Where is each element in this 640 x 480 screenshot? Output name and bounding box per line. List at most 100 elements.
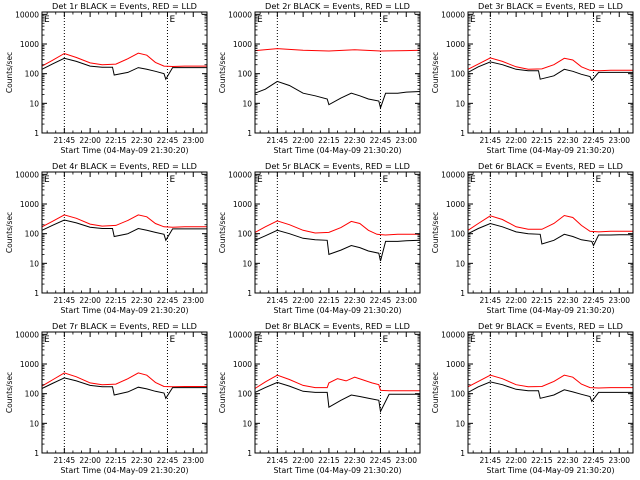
y-tick-label: 1000 (20, 40, 39, 49)
y-tick-label: 1 (34, 289, 39, 298)
y-tick-label: 1000 (20, 360, 39, 369)
x-tick-label: 22:45 (583, 296, 605, 305)
y-tick-label: 10000 (15, 10, 39, 19)
y-axis-label: Counts/sec (218, 372, 227, 413)
x-tick-label: 22:00 (79, 296, 101, 305)
panel-det-3r: Det 3r BLACK = Events, RED = LLD 1 10 100 10… (431, 1, 634, 155)
panel-det-7r: Det 7r BLACK = Events, RED = LLD 1 10 100 10… (5, 321, 208, 475)
series-black (41, 219, 207, 242)
x-tick-label: 23:00 (395, 296, 417, 305)
y-tick-label: 100 (238, 70, 253, 79)
marker-left: E (44, 15, 50, 25)
x-tick-label: 23:00 (395, 136, 417, 145)
x-tick-label: 22:15 (318, 136, 340, 145)
x-tick-label: 22:00 (505, 136, 527, 145)
marker-right: E (169, 175, 175, 185)
x-tick-label: 21:45 (480, 296, 502, 305)
x-axis-label: Start Time (04-May-09 21:30:20) (486, 306, 614, 315)
x-tick-label: 22:45 (157, 296, 179, 305)
y-tick-label: 10 (455, 259, 465, 268)
x-tick-label: 21:45 (54, 136, 76, 145)
panel-det-8r: Det 8r BLACK = Events, RED = LLD 1 10 100 10… (218, 321, 421, 475)
x-tick-label: 22:00 (292, 456, 314, 465)
x-tick-label: 22:30 (557, 456, 579, 465)
y-tick-label: 1 (460, 289, 465, 298)
series-black (254, 381, 420, 414)
y-tick-label: 1 (460, 449, 465, 458)
y-axis-label: Counts/sec (431, 212, 440, 253)
plot-frame (467, 11, 634, 134)
x-tick-label: 22:45 (583, 456, 605, 465)
x-tick-label: 22:45 (370, 296, 392, 305)
y-tick-label: 10000 (441, 330, 465, 339)
x-axis-label: Start Time (04-May-09 21:30:20) (273, 306, 401, 315)
y-tick-label: 10000 (15, 170, 39, 179)
y-tick-label: 1 (34, 129, 39, 138)
series-red (467, 374, 633, 389)
y-tick-label: 1000 (233, 40, 252, 49)
panel-title: Det 3r BLACK = Events, RED = LLD (478, 1, 623, 11)
x-tick-label: 21:45 (267, 136, 289, 145)
marker-right: E (595, 15, 601, 25)
x-tick-label: 22:00 (79, 136, 101, 145)
y-tick-label: 100 (25, 390, 40, 399)
plot-frame (254, 11, 421, 134)
y-tick-label: 10000 (228, 170, 252, 179)
y-tick-label: 10 (242, 419, 252, 428)
panel-title: Det 8r BLACK = Events, RED = LLD (265, 321, 410, 331)
marker-right: E (595, 175, 601, 185)
marker-left: E (257, 175, 263, 185)
panel-det-6r: Det 6r BLACK = Events, RED = LLD 1 10 100 10… (431, 161, 634, 315)
y-tick-label: 100 (25, 230, 40, 239)
series-black (41, 377, 207, 400)
marker-left: E (257, 335, 263, 345)
y-tick-label: 10 (455, 99, 465, 108)
y-tick-label: 10 (29, 259, 39, 268)
y-tick-label: 10 (29, 99, 39, 108)
series-red (41, 52, 207, 68)
x-axis-label: Start Time (04-May-09 21:30:20) (60, 146, 188, 155)
x-tick-label: 23:00 (608, 136, 630, 145)
y-tick-label: 10000 (441, 170, 465, 179)
plot-frame (41, 11, 208, 134)
panel-title: Det 6r BLACK = Events, RED = LLD (478, 161, 623, 171)
marker-left: E (44, 335, 50, 345)
x-tick-label: 22:30 (131, 296, 153, 305)
series-black (41, 57, 207, 81)
x-axis-label: Start Time (04-May-09 21:30:20) (486, 466, 614, 475)
series-red (254, 48, 421, 52)
x-axis-label: Start Time (04-May-09 21:30:20) (60, 466, 188, 475)
series-black (467, 61, 633, 82)
series-red (41, 214, 207, 228)
x-tick-label: 22:15 (105, 296, 127, 305)
x-tick-label: 22:15 (318, 456, 340, 465)
x-axis-label: Start Time (04-May-09 21:30:20) (486, 146, 614, 155)
y-tick-label: 10000 (15, 330, 39, 339)
panel-title: Det 4r BLACK = Events, RED = LLD (52, 161, 197, 171)
marker-left: E (470, 335, 476, 345)
x-tick-label: 21:45 (267, 296, 289, 305)
series-black (254, 80, 421, 110)
panel-title: Det 5r BLACK = Events, RED = LLD (265, 161, 410, 171)
panel-det-2r: Det 2r BLACK = Events, RED = LLD 1 10 100 10… (218, 1, 421, 155)
y-tick-label: 1000 (446, 360, 465, 369)
x-tick-label: 22:30 (344, 136, 366, 145)
x-tick-label: 22:30 (557, 296, 579, 305)
y-tick-label: 10000 (228, 10, 252, 19)
panel-det-5r: Det 5r BLACK = Events, RED = LLD 1 10 100 10… (218, 161, 421, 315)
x-tick-label: 23:00 (608, 456, 630, 465)
x-tick-label: 22:45 (370, 136, 392, 145)
marker-left: E (44, 175, 50, 185)
panel-det-4r: Det 4r BLACK = Events, RED = LLD 1 10 100 10… (5, 161, 208, 315)
series-red (254, 374, 420, 392)
series-red (254, 220, 420, 236)
x-tick-label: 22:00 (505, 296, 527, 305)
x-tick-label: 21:45 (267, 456, 289, 465)
x-axis-label: Start Time (04-May-09 21:30:20) (273, 466, 401, 475)
x-tick-label: 22:30 (131, 136, 153, 145)
y-tick-label: 1 (34, 449, 39, 458)
x-tick-label: 22:00 (292, 136, 314, 145)
x-tick-label: 21:45 (54, 456, 76, 465)
panel-title: Det 1r BLACK = Events, RED = LLD (52, 1, 197, 11)
x-tick-label: 22:15 (105, 456, 127, 465)
